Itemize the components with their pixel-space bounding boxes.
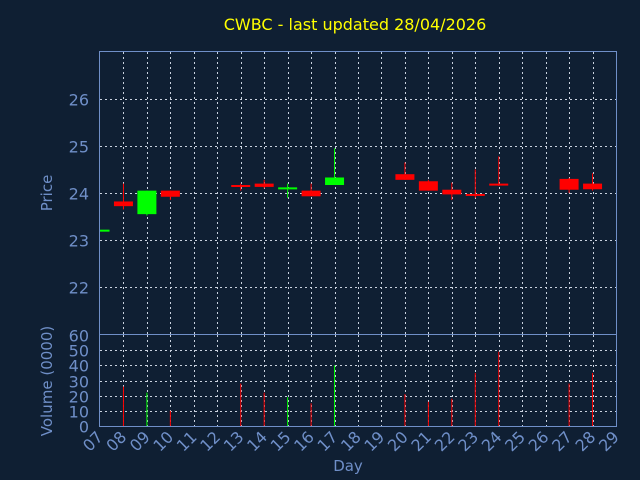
volume-tick-label: 60 [69,327,89,346]
candle-body [254,183,274,187]
candle-body [325,177,345,186]
candle-body [160,190,180,197]
candle-body [465,193,485,196]
candle-body [278,187,298,190]
volume-axis-label: Volume (0000) [38,326,56,436]
x-axis-label: Day [333,457,363,475]
volume-tick-label: 50 [69,342,89,361]
volume-tick-label: 10 [69,403,89,422]
volume-tick-label: 20 [69,388,89,407]
chart-title: CWBC - last updated 28/04/2026 [224,15,487,34]
candle-body [442,189,462,195]
candle-body [395,174,415,180]
volume-grid [100,335,616,426]
volume-panel-frame [99,334,617,427]
price-tick-label: 23 [69,232,89,251]
candle-body [583,183,603,190]
volume-tick-label: 0 [79,418,89,437]
candle-body [418,181,438,191]
price-tick-label: 25 [69,138,89,157]
price-tick-label: 26 [69,91,89,110]
candle-body [559,178,579,190]
candle-body [231,185,251,188]
price-tick-label: 24 [69,185,89,204]
volume-bars [122,351,594,426]
volume-tick-label: 30 [69,373,89,392]
price-y-ticks: 22 23 24 25 26 [69,91,89,298]
candle-body [137,190,157,215]
candle-body [100,229,110,232]
x-ticks: 0708091011121314151617181920212223242526… [79,427,623,455]
candle-body [489,183,509,186]
volume-tick-label: 40 [69,357,89,376]
price-tick-label: 22 [69,279,89,298]
candle-body [113,201,133,207]
price-candles [100,148,603,232]
price-axis-label: Price [38,175,56,212]
candle-body [301,190,321,197]
